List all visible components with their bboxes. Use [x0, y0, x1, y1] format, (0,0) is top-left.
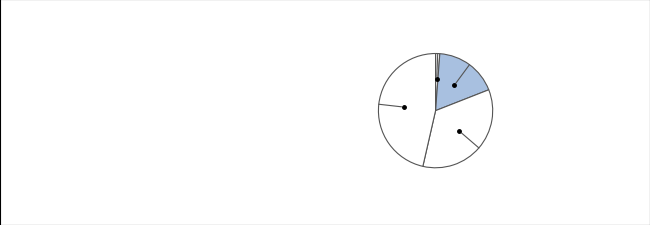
Text: (dollars in millions): (dollars in millions)	[85, 23, 188, 33]
Text: Total proceeds: Total proceeds	[10, 117, 90, 127]
Text: Remaining banks: Remaining banks	[528, 124, 606, 133]
Text: Outstanding investments: Outstanding investments	[10, 165, 134, 175]
Text: $570.1: $570.1	[307, 46, 341, 56]
Text: Disbursed: Disbursed	[10, 46, 59, 56]
Text: (84 original participants): (84 original participants)	[462, 23, 594, 33]
Text: 96.0: 96.0	[319, 70, 341, 80]
Bar	[150, 44, 320, 58]
Bar	[150, 92, 161, 106]
Text: Source: GAO analysis of Treasury data.  |  GAO-14-579: Source: GAO analysis of Treasury data. |…	[6, 199, 252, 208]
Text: Repayments: Repayments	[31, 70, 92, 80]
Text: 1, Exited through
bank failure: 1, Exited through bank failure	[528, 32, 606, 51]
Wedge shape	[436, 54, 489, 111]
Bar	[150, 115, 190, 129]
Text: Status of participants: Status of participants	[359, 23, 488, 33]
Bar	[150, 139, 151, 153]
Text: 6.7: 6.7	[325, 141, 341, 151]
Text: 467.4: 467.4	[313, 165, 341, 175]
Text: Remaining credit unions: Remaining credit unions	[528, 166, 638, 175]
Bar	[150, 68, 178, 82]
Wedge shape	[423, 90, 493, 168]
Text: 38.3: 38.3	[319, 94, 341, 104]
Text: Exited through
full repayment: Exited through full repayment	[528, 71, 595, 90]
Text: Dividends and interest: Dividends and interest	[31, 94, 141, 104]
Bar	[150, 163, 289, 177]
Text: Status of funding: Status of funding	[10, 23, 112, 33]
Wedge shape	[378, 54, 436, 166]
Wedge shape	[436, 54, 440, 111]
Text: 134.3: 134.3	[310, 117, 341, 127]
Text: Write-offs: Write-offs	[10, 141, 57, 151]
